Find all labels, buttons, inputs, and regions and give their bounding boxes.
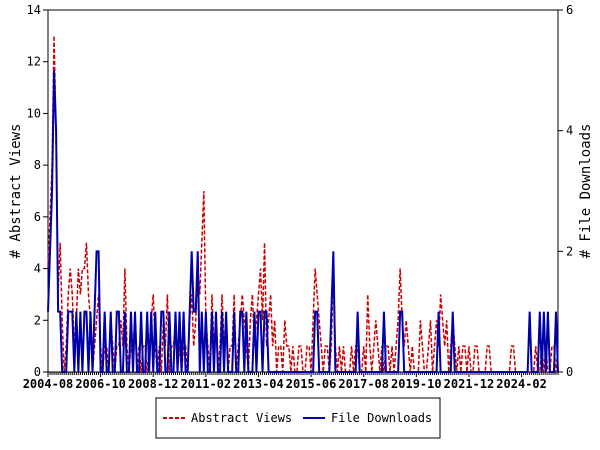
series-line <box>47 70 559 373</box>
y-axis-label: # Abstract Views <box>8 124 24 259</box>
y2-tick-label: 4 <box>566 124 573 138</box>
x-tick-label: 2004-08 <box>23 377 74 391</box>
y2-tick-label: 2 <box>566 244 573 258</box>
y2-tick-label: 0 <box>566 365 573 379</box>
y-tick-label: 0 <box>34 365 41 379</box>
y2-tick-label: 6 <box>566 3 573 17</box>
legend-label: File Downloads <box>331 411 432 425</box>
y-tick-label: 12 <box>27 55 41 69</box>
y-tick-label: 14 <box>27 3 41 17</box>
x-tick-label: 2017-08 <box>338 377 389 391</box>
x-tick-label: 2019-10 <box>391 377 442 391</box>
x-tick-label: 2011-02 <box>181 377 232 391</box>
x-tick-label: 2013-04 <box>233 377 284 391</box>
legend-label: Abstract Views <box>191 411 292 425</box>
y-tick-label: 2 <box>34 313 41 327</box>
y-tick-label: 6 <box>34 210 41 224</box>
x-tick-label: 2006-10 <box>75 377 126 391</box>
y-tick-label: 4 <box>34 262 41 276</box>
y2-axis-label: # File Downloads <box>578 124 594 259</box>
x-tick-label: 2024-02 <box>496 377 547 391</box>
x-tick-label: 2015-06 <box>286 377 337 391</box>
y-tick-label: 10 <box>27 106 41 120</box>
x-tick-label: 2021-12 <box>444 377 495 391</box>
y-tick-label: 8 <box>34 158 41 172</box>
legend <box>155 397 441 439</box>
x-tick-label: 2008-12 <box>128 377 179 391</box>
